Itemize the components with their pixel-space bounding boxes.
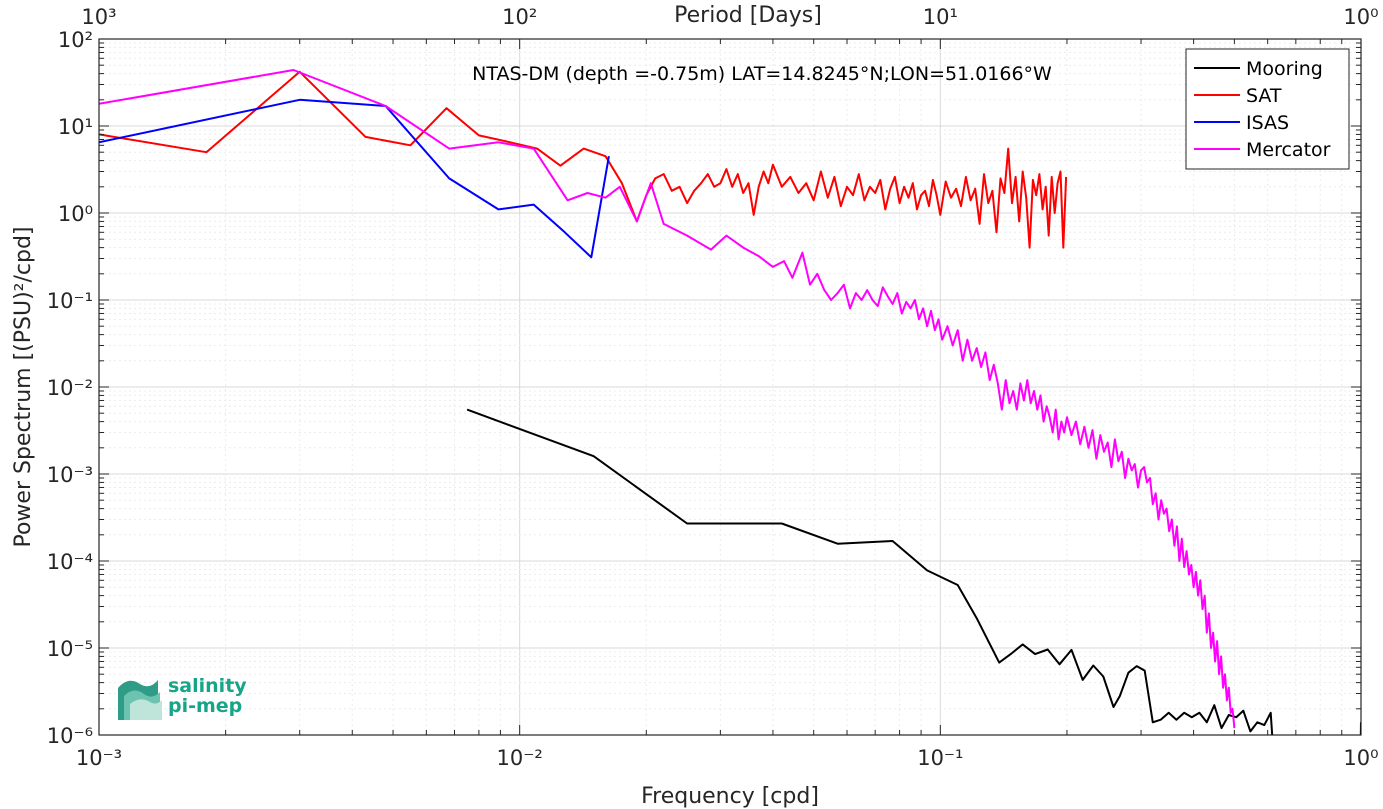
legend-label-sat: SAT xyxy=(1246,85,1282,107)
top-axis-label: Period [Days] xyxy=(674,3,822,28)
legend-label-isas: ISAS xyxy=(1246,112,1289,134)
grid-lines xyxy=(99,39,1361,735)
y-tick-label: 10⁻² xyxy=(47,376,93,400)
logo-waves-icon xyxy=(118,680,162,720)
y-tick-label: 10⁻⁴ xyxy=(47,550,93,574)
series-line-mercator xyxy=(99,69,1236,729)
x-tick-label: 10⁰ xyxy=(1343,746,1378,770)
logo-text-line1: salinity xyxy=(168,675,247,697)
y-axis-label: Power Spectrum [(PSU)²/cpd] xyxy=(11,226,36,547)
series-line-isas xyxy=(99,98,610,259)
y-tick-label: 10⁻³ xyxy=(47,463,93,487)
legend: Mooring SAT ISAS Mercator xyxy=(1185,48,1350,170)
series-line-sat xyxy=(99,70,1068,249)
logo-text-line2: pi-mep xyxy=(168,695,242,717)
legend-label-mooring: Mooring xyxy=(1246,58,1323,80)
legend-label-mercator: Mercator xyxy=(1246,139,1331,161)
x-top-tick-label: 10¹ xyxy=(923,5,958,29)
x-top-tick-label: 10³ xyxy=(81,5,116,29)
y-tick-label: 10⁰ xyxy=(58,202,93,226)
series-line-mooring xyxy=(466,408,1361,735)
x-tick-label: 10⁻³ xyxy=(76,746,122,770)
x-top-tick-label: 10⁰ xyxy=(1343,5,1378,29)
chart-title: NTAS-DM (depth =-0.75m) LAT=14.8245°N;LO… xyxy=(472,63,1052,85)
x-tick-label: 10⁻² xyxy=(497,746,543,770)
series-lines xyxy=(99,69,1361,735)
tick-marks xyxy=(99,39,1361,735)
x-axis-label: Frequency [cpd] xyxy=(641,784,819,809)
y-tick-label: 10⁻¹ xyxy=(47,289,93,313)
y-tick-label: 10¹ xyxy=(58,115,93,139)
x-tick-label: 10⁻¹ xyxy=(917,746,963,770)
y-tick-label: 10² xyxy=(58,28,93,52)
y-tick-label: 10⁻⁶ xyxy=(47,724,93,748)
y-tick-label: 10⁻⁵ xyxy=(47,637,93,661)
salinity-pi-mep-logo: salinity pi-mep xyxy=(118,675,247,720)
x-top-tick-label: 10² xyxy=(502,5,537,29)
